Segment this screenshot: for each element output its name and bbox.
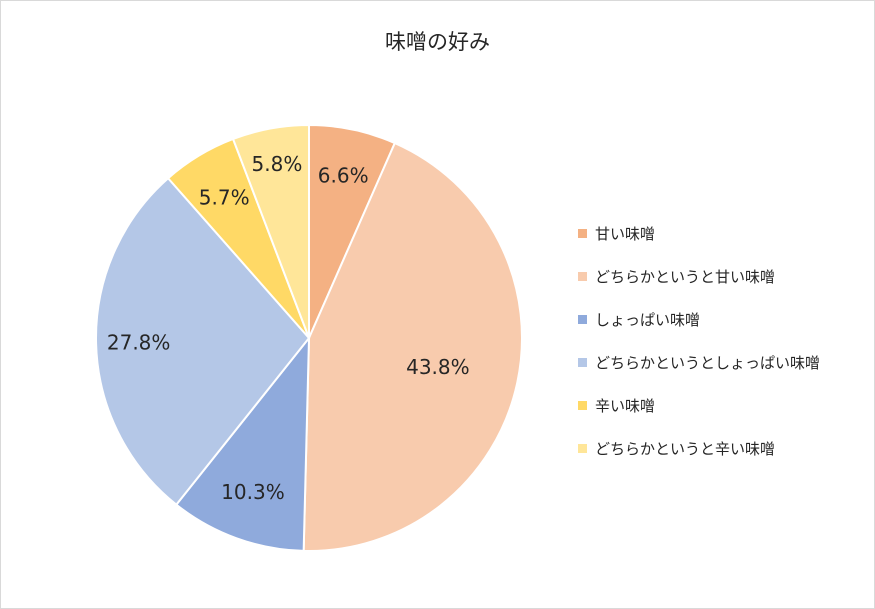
legend-item: どちらかというと甘い味噌 <box>578 255 820 298</box>
pie-slice <box>95 176 311 507</box>
data-label: 43.8% <box>406 355 470 379</box>
legend-item: 辛い味噌 <box>578 384 820 427</box>
legend-item: どちらかというと辛い味噌 <box>578 427 820 470</box>
legend-item: 甘い味噌 <box>578 212 820 255</box>
legend-item: どちらかというとしょっぱい味噌 <box>578 341 820 384</box>
data-label: 10.3% <box>221 480 285 504</box>
pie-slice <box>174 335 311 552</box>
legend-swatch <box>578 315 587 324</box>
legend-swatch <box>578 272 587 281</box>
pie-slice <box>231 123 310 339</box>
data-label: 27.8% <box>107 330 171 354</box>
legend: 甘い味噌 どちらかというと甘い味噌 しょっぱい味噌 どちらかというとしょっぱい味… <box>578 212 820 470</box>
legend-label: どちらかというとしょっぱい味噌 <box>595 354 821 372</box>
pie-slice <box>302 141 523 552</box>
data-label: 6.6% <box>318 163 369 187</box>
chart-title: 味噌の好み <box>385 30 490 54</box>
legend-swatch <box>578 401 587 410</box>
legend-item: しょっぱい味噌 <box>578 298 820 341</box>
data-label: 5.7% <box>199 186 250 210</box>
data-label: 5.8% <box>252 152 303 176</box>
legend-swatch <box>578 229 587 238</box>
legend-label: 甘い味噌 <box>595 225 656 243</box>
legend-swatch <box>578 444 587 453</box>
legend-label: どちらかというと甘い味噌 <box>595 268 776 286</box>
legend-swatch <box>578 358 587 367</box>
legend-label: どちらかというと辛い味噌 <box>595 440 776 458</box>
legend-label: 辛い味噌 <box>595 397 656 415</box>
legend-label: しょっぱい味噌 <box>595 311 701 329</box>
